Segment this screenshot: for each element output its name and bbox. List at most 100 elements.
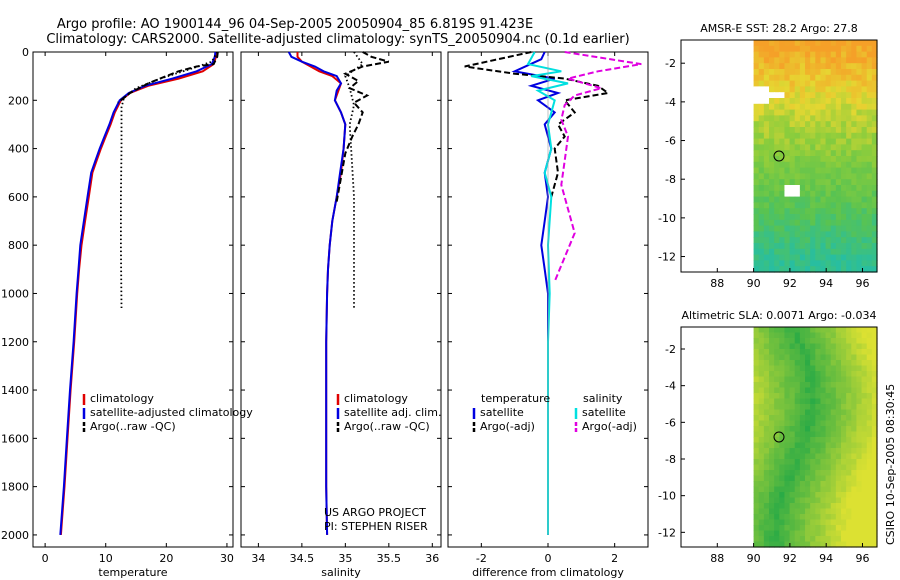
sla_map-cell (784, 464, 791, 471)
sst_map-cell (794, 202, 801, 209)
sst_map-cell (851, 179, 858, 186)
sst_map-cell (835, 150, 842, 157)
sst_map-cell (846, 225, 852, 232)
sla_map-cell (866, 409, 873, 416)
sla_map-cell (830, 382, 837, 389)
sla_map-xtick-label: 92 (783, 552, 797, 565)
sst_map-cell (753, 219, 760, 227)
sla_map-cell (856, 338, 863, 345)
sla_map-cell (789, 404, 796, 411)
sla_map-cell (805, 393, 811, 400)
sla_map-cell (861, 376, 868, 383)
sst_map-cell (774, 121, 780, 128)
sla_map-cell (861, 497, 868, 504)
sla_map-cell (846, 420, 852, 427)
sst_map-cell (758, 237, 765, 244)
sla_map-cell (789, 530, 796, 537)
sst_map-cell (825, 248, 832, 256)
sst_map-cell (825, 86, 832, 93)
sst_map-cell (841, 231, 847, 238)
sla_map-cell (851, 448, 858, 455)
sla_map-cell (784, 332, 791, 339)
sst_map-cell (815, 208, 822, 215)
sst_map-cell (841, 45, 847, 53)
sla_map-cell (830, 398, 837, 405)
sla_map-cell (841, 503, 847, 510)
temperature-plot-frame (32, 51, 234, 548)
sla_map-cell (758, 470, 765, 477)
sla_map-cell (846, 404, 852, 411)
sla_map-ytick-label: -2 (665, 343, 676, 356)
sla_map-cell (856, 492, 863, 499)
sla_map-cell (851, 332, 858, 339)
sla_map-cell (763, 382, 770, 389)
sla_map-cell (758, 332, 765, 339)
sst_map-cell (861, 185, 868, 192)
sst_map-cell (846, 98, 852, 105)
sst_map-cell (871, 121, 878, 128)
sst_map-cell (856, 138, 863, 145)
sla_map-cell (763, 464, 770, 471)
sst_map-cell (774, 214, 780, 221)
sst_map-cell (825, 196, 832, 203)
sst_map-cell (758, 214, 765, 221)
sla_map-cell (820, 327, 827, 334)
sla_map-cell (825, 453, 832, 460)
sst_map-cell (856, 156, 863, 163)
sla_map-cell (851, 514, 858, 521)
sst_map-cell (841, 144, 847, 151)
sla_map-cell (784, 360, 791, 367)
sst_map-cell (769, 214, 775, 221)
sla_map-cell (846, 426, 852, 433)
sla_map-cell (779, 530, 786, 537)
sst_map-cell (820, 40, 827, 47)
sst_map-cell (779, 173, 786, 180)
sst_map-cell (784, 63, 791, 70)
sst_map-cell (871, 225, 878, 232)
sla_map-cell (830, 475, 837, 482)
sst_map-cell (841, 161, 847, 169)
sla_map-cell (856, 481, 863, 488)
sst_map-cell (851, 260, 858, 267)
sst_map-cell (866, 156, 873, 163)
sst_map-cell (779, 127, 786, 134)
sla_map-cell (815, 536, 822, 543)
sla_map-cell (794, 464, 801, 471)
sla_map-cell (820, 481, 827, 488)
sst_map-cell (866, 121, 873, 128)
sst_map-cell (856, 51, 863, 58)
sst_map-cell (841, 179, 847, 186)
sla_map-cell (825, 393, 832, 400)
sst_map-cell (774, 156, 780, 163)
sst_map-cell (763, 231, 770, 238)
sla_map-cell (835, 536, 842, 543)
sla_map-cell (810, 459, 816, 466)
sst_map-cell (851, 138, 858, 145)
sst_map-cell (846, 144, 852, 151)
sla_map-cell (820, 398, 827, 405)
sst_map-cell (861, 208, 868, 215)
temp-legend-satellite-label: satellite-adjusted climatology (90, 406, 253, 419)
sst_map-cell (799, 179, 806, 186)
sst_map-cell (830, 214, 837, 221)
sst_map-cell (763, 161, 770, 169)
sst_map-cell (871, 202, 878, 209)
sla_map-cell (846, 492, 852, 499)
sst_map-cell (851, 57, 858, 64)
sla_map-cell (810, 453, 816, 460)
sla_map-cell (820, 497, 827, 504)
sla_map-cell (820, 404, 827, 411)
sla_map-cell (763, 327, 770, 334)
sla_map-cell (758, 371, 765, 378)
sla_map-cell (753, 354, 760, 361)
sla_map-cell (799, 519, 806, 526)
sst_map-cell (769, 98, 775, 105)
sst_map-cell (784, 214, 791, 221)
sst_map-cell (856, 190, 863, 198)
sla_map-cell (758, 365, 765, 372)
sst_map-cell (753, 225, 760, 232)
sst_map-cell (810, 161, 816, 169)
sst_map-cell (841, 115, 847, 122)
sst_map-cell (866, 86, 873, 93)
sla_map-cell (799, 415, 806, 422)
